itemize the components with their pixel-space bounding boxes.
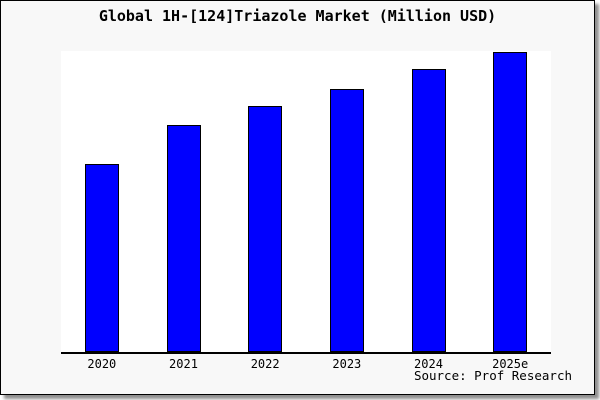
x-tick-label: 2023 bbox=[332, 357, 362, 371]
bar-2023 bbox=[329, 89, 364, 352]
x-tick-label: 2024 bbox=[414, 357, 443, 371]
x-tick-label: 2025e bbox=[492, 357, 529, 371]
x-tick-label: 2020 bbox=[87, 357, 117, 371]
chart-frame: Global 1H-[124]Triazole Market (Million … bbox=[0, 0, 595, 395]
x-tick-label: 2022 bbox=[250, 357, 280, 371]
x-tick-label: 2021 bbox=[169, 357, 198, 371]
bar-2025e bbox=[493, 52, 528, 352]
bar-2021 bbox=[166, 125, 201, 352]
bar-2024 bbox=[411, 69, 446, 352]
bar-2022 bbox=[248, 106, 283, 352]
plot-area bbox=[61, 51, 551, 354]
bar-2020 bbox=[84, 164, 119, 352]
source-credit: Source: Prof Research bbox=[413, 368, 572, 383]
chart-title: Global 1H-[124]Triazole Market (Million … bbox=[98, 7, 497, 25]
